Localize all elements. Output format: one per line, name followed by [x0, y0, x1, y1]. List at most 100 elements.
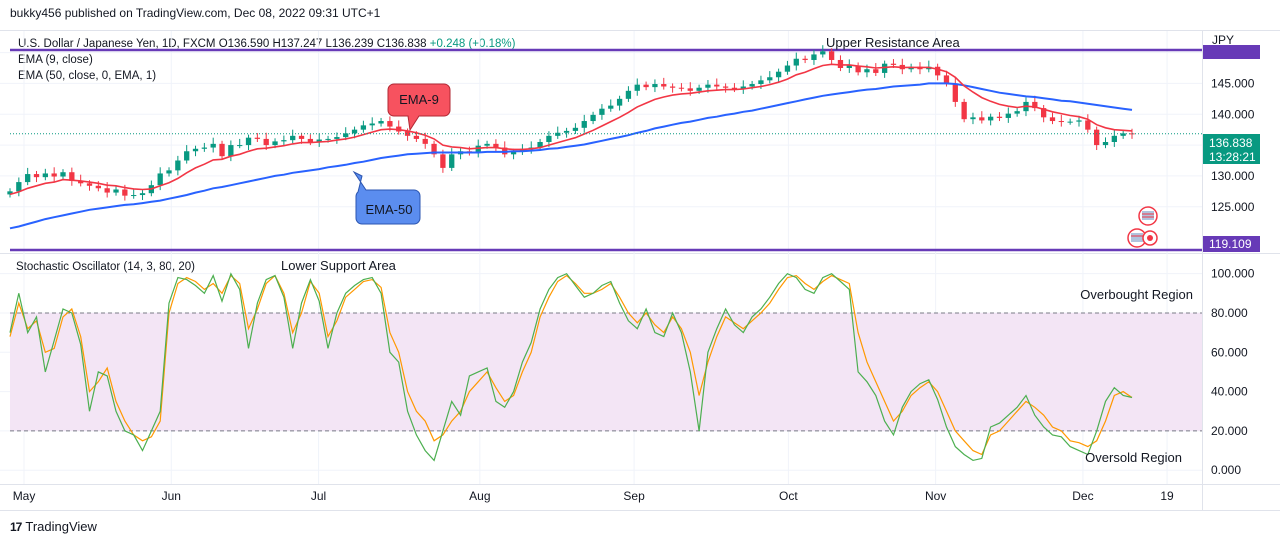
candle [714, 78, 720, 90]
candle [846, 59, 852, 73]
candle-body [7, 191, 13, 195]
candle-body [334, 137, 340, 139]
candle-body [387, 121, 393, 127]
ema50-line[interactable] [9, 82, 1133, 230]
bar-countdown: 13:28:21 [1209, 150, 1256, 164]
candle [625, 86, 632, 102]
candle [493, 139, 499, 153]
candle [360, 120, 367, 133]
candle-body [1058, 121, 1064, 123]
candle [343, 127, 349, 141]
support-price-value: 119.109 [1209, 237, 1252, 251]
time-tick-label: Aug [469, 489, 490, 503]
candle-body [86, 183, 93, 186]
candle-body [25, 174, 31, 183]
ema9-line[interactable] [9, 63, 1133, 196]
candle [440, 149, 446, 173]
annotation-overbought[interactable]: Overbought Region [1080, 287, 1193, 302]
candle-body [131, 195, 137, 197]
stochastic-tick-label: 0.000 [1211, 463, 1241, 477]
candle [139, 190, 146, 200]
us-flag-icon-fill [1142, 211, 1154, 220]
candle-body [431, 143, 437, 155]
stochastic-axis[interactable]: 100.000 80.000 60.000 40.000 20.000 0.000 [1211, 267, 1255, 478]
candle-body [616, 98, 623, 106]
last-price-tag-bg [1203, 134, 1260, 164]
stochastic-band [10, 312, 1202, 432]
time-tick-label: 19 [1160, 489, 1174, 503]
stochastic-tick-label: 60.000 [1211, 345, 1248, 359]
candle [590, 111, 596, 125]
candle [16, 177, 22, 197]
legend-symbol[interactable]: U.S. Dollar / Japanese Yen, 1D, FXCM [18, 38, 216, 50]
annotation-upper-resistance[interactable]: Upper Resistance Area [826, 35, 960, 50]
candle-body [369, 123, 375, 126]
candle [1094, 126, 1100, 151]
legend-ema50[interactable]: EMA (50, close, 0, EMA, 1) [18, 70, 157, 82]
candle-body [758, 80, 764, 85]
candle-body [60, 172, 66, 177]
candle [669, 83, 676, 93]
candle [1085, 114, 1091, 133]
publish-header: bukky456 published on TradingView.com, D… [10, 6, 381, 20]
candle [25, 167, 31, 186]
annotation-lower-support[interactable]: Lower Support Area [281, 258, 397, 273]
candle-body [652, 84, 658, 88]
candle [201, 142, 208, 152]
candle [1111, 129, 1117, 147]
candle-body [510, 151, 517, 155]
legend-change: +0.248 (+0.18%) [429, 38, 516, 50]
candle [643, 81, 649, 91]
candle [802, 55, 808, 64]
candle-body [890, 63, 897, 65]
candle-body [802, 58, 808, 60]
candle [996, 112, 1003, 122]
candle-body [687, 88, 693, 91]
candle [69, 167, 75, 186]
candle-body [343, 133, 349, 138]
candle [281, 135, 287, 147]
candle-body [934, 66, 941, 76]
candle [369, 117, 375, 131]
candle [616, 95, 623, 111]
stochastic-band-fill [10, 312, 1202, 431]
candle [263, 132, 269, 151]
annotation-oversold[interactable]: Oversold Region [1085, 450, 1182, 465]
price-axis[interactable]: 150.000145.000140.000135.000130.000125.0… [1211, 46, 1255, 214]
candle [563, 127, 570, 138]
candle-body [210, 143, 216, 148]
candle [528, 141, 534, 154]
stochastic-k-line[interactable] [9, 272, 1133, 462]
candle [652, 79, 658, 93]
candle [811, 49, 817, 65]
us-flag-event-icon[interactable] [1138, 206, 1158, 226]
time-tick-label: Sep [623, 489, 645, 503]
time-axis[interactable]: May Jun Jul Aug Sep Oct Nov Dec 19 [13, 489, 1174, 503]
candle [837, 55, 844, 72]
us-jp-flag-event-icon[interactable] [1127, 228, 1158, 248]
candle-body [484, 143, 490, 146]
candle-body [69, 172, 75, 181]
candle-body [546, 135, 552, 142]
candle [881, 60, 888, 78]
candle [784, 60, 791, 75]
candle [572, 123, 579, 134]
tradingview-branding[interactable]: 17 TradingView [10, 519, 97, 534]
candle-body [775, 71, 782, 78]
candle [334, 132, 340, 144]
callout-ema9[interactable]: EMA-9 [387, 83, 451, 132]
currency-label: JPY [1212, 33, 1234, 47]
callout-ema9-bubble [387, 83, 451, 132]
candle-body [722, 86, 729, 88]
legend-ema9[interactable]: EMA (9, close) [18, 54, 93, 66]
candle-body [625, 90, 632, 99]
stochastic-legend[interactable]: Stochastic Oscillator (14, 3, 80, 20) [16, 261, 195, 273]
candle [555, 126, 561, 139]
candle [457, 148, 464, 160]
callout-ema50[interactable]: EMA-50 [352, 170, 421, 225]
candle-body [793, 58, 799, 66]
candle [599, 104, 605, 120]
support-price-tag: 119.109 [1203, 236, 1260, 252]
candle-body [696, 87, 702, 91]
